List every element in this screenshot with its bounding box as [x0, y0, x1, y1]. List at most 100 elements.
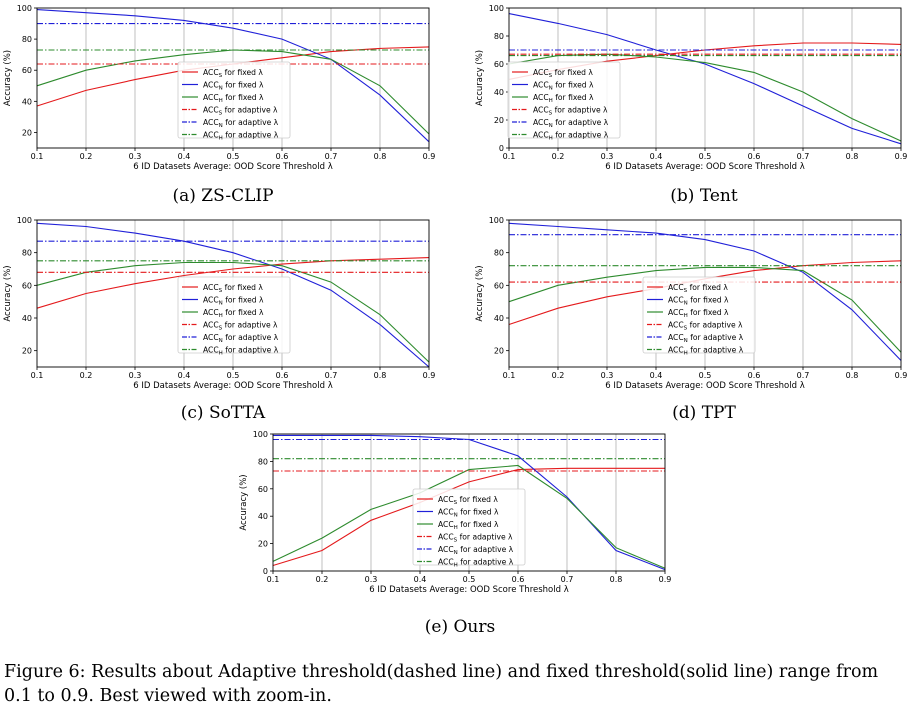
y-tick-label: 100	[489, 216, 504, 225]
legend-entry: ACCS for adaptive λ	[668, 321, 743, 332]
legend-box	[177, 61, 291, 139]
series-line-n-fixed	[508, 13, 902, 145]
y-ticks: 20 40 60 80 100	[489, 216, 509, 356]
legend-entry: ACCN for adaptive λ	[668, 333, 744, 344]
x-tick-label: 0.8	[374, 152, 387, 161]
x-tick-label: 0.8	[374, 371, 387, 380]
series-line-n-fixed	[36, 9, 430, 143]
x-tick-label: 0.2	[80, 152, 93, 161]
x-tick-label: 0.1	[31, 371, 44, 380]
series-line-h-fixed	[36, 261, 430, 363]
legend-box	[177, 276, 291, 354]
y-tick-label: 40	[258, 512, 268, 521]
x-ticks: 0.1 0.2 0.3 0.4 0.5 0.6 0.7 0.8 0.9	[503, 148, 907, 161]
x-ticks: 0.1 0.2 0.3 0.4 0.5 0.6 0.7 0.8 0.9	[503, 367, 907, 380]
series-line-h-fixed	[508, 53, 902, 142]
x-axis-label: 6 ID Datasets Average: OOD Score Thresho…	[133, 162, 333, 172]
series-lines	[36, 222, 430, 368]
legend-entry: ACCN for fixed λ	[668, 296, 729, 307]
series-line-h-fixed	[272, 464, 666, 569]
y-tick-label: 20	[494, 347, 504, 356]
figure-caption: Figure 6: Results about Adaptive thresho…	[4, 660, 910, 708]
legend-entry: ACCH for fixed λ	[203, 308, 264, 319]
x-tick-label: 0.2	[316, 575, 329, 584]
y-ticks: 20 40 60 80 100	[17, 4, 37, 137]
legend-entry: ACCH for adaptive λ	[203, 346, 279, 357]
y-tick-label: 80	[22, 35, 32, 44]
y-tick-label: 80	[494, 249, 504, 258]
legend-entry: ACCN for adaptive λ	[203, 333, 279, 344]
x-tick-label: 0.5	[227, 371, 240, 380]
series-line-s-fixed	[272, 467, 665, 567]
y-tick-label: 60	[22, 281, 32, 290]
y-ticks: 0 20 40 60 80 100	[253, 430, 273, 576]
legend-entry: ACCH for adaptive λ	[203, 131, 279, 142]
y-tick-label: 80	[494, 32, 504, 41]
subcaption-e: (e) Ours	[424, 617, 496, 637]
legend-entry: ACCS for fixed λ	[438, 495, 498, 506]
legend-entry: ACCS for adaptive λ	[533, 106, 608, 117]
x-tick-label: 0.4	[650, 371, 663, 380]
x-tick-label: 0.4	[178, 152, 191, 161]
legend-entry: ACCH for fixed λ	[203, 93, 264, 104]
x-tick-label: 0.5	[699, 371, 712, 380]
x-axis-label: 6 ID Datasets Average: OOD Score Thresho…	[369, 585, 569, 595]
y-tick-label: 80	[22, 249, 32, 258]
legend-entry: ACCS for fixed λ	[203, 68, 263, 79]
legend-entry: ACCS for fixed λ	[203, 283, 263, 294]
x-tick-label: 0.9	[423, 371, 436, 380]
y-axis-label: Accuracy (%)	[475, 265, 485, 321]
legend-entry: ACCN for adaptive λ	[203, 118, 279, 129]
y-tick-label: 40	[22, 97, 32, 106]
subcaption-b: (b) Tent	[670, 186, 738, 206]
x-tick-label: 0.7	[325, 371, 338, 380]
x-tick-label: 0.3	[601, 371, 614, 380]
x-tick-label: 0.7	[325, 152, 338, 161]
x-tick-label: 0.3	[129, 152, 142, 161]
subcaption-a: (a) ZS-CLIP	[172, 186, 274, 206]
legend-entry: ACCH for fixed λ	[533, 93, 594, 104]
x-tick-label: 0.8	[846, 371, 859, 380]
y-axis-label: Accuracy (%)	[3, 50, 13, 106]
x-axis-label: 6 ID Datasets Average: OOD Score Thresho…	[133, 381, 333, 391]
legend-entry: ACCS for adaptive λ	[203, 321, 278, 332]
legend-entry: ACCN for adaptive λ	[438, 545, 514, 556]
legend-entry: ACCN for adaptive λ	[533, 118, 609, 129]
x-axis-label: 6 ID Datasets Average: OOD Score Thresho…	[605, 381, 805, 391]
y-tick-label: 20	[258, 540, 268, 549]
x-tick-label: 0.3	[129, 371, 142, 380]
y-axis-label: Accuracy (%)	[3, 265, 13, 321]
legend-entry: ACCH for adaptive λ	[533, 131, 609, 142]
legend-box	[412, 488, 526, 566]
x-ticks: 0.1 0.2 0.3 0.4 0.5 0.6 0.7 0.8 0.9	[267, 571, 671, 584]
x-tick-label: 0.9	[423, 152, 436, 161]
x-tick-label: 0.1	[267, 575, 280, 584]
y-tick-label: 20	[494, 116, 504, 125]
legend-entry: ACCH for fixed λ	[668, 308, 729, 319]
y-tick-label: 100	[253, 430, 268, 439]
legend-entry: ACCH for adaptive λ	[668, 346, 744, 357]
y-tick-label: 80	[258, 457, 268, 466]
x-tick-label: 0.1	[503, 371, 516, 380]
x-tick-label: 0.8	[610, 575, 623, 584]
y-tick-label: 0	[263, 567, 268, 576]
series-line-n-fixed	[36, 222, 430, 368]
y-tick-label: 60	[494, 60, 504, 69]
x-axis-label: 6 ID Datasets Average: OOD Score Thresho…	[605, 162, 805, 172]
x-tick-label: 0.7	[561, 575, 574, 584]
x-tick-label: 0.3	[365, 575, 378, 584]
legend-entry: ACCS for fixed λ	[668, 283, 728, 294]
legend-entry: ACCS for adaptive λ	[438, 533, 513, 544]
y-tick-label: 100	[17, 4, 32, 13]
x-tick-label: 0.4	[178, 371, 191, 380]
legend-entry: ACCH for fixed λ	[438, 520, 499, 531]
x-tick-label: 0.8	[846, 152, 859, 161]
